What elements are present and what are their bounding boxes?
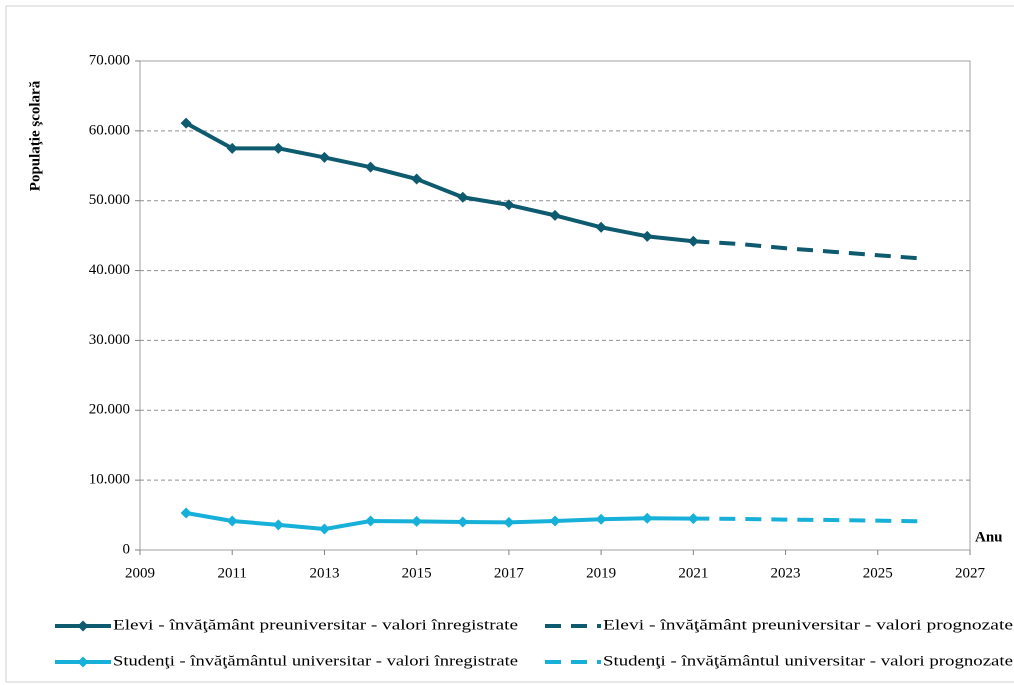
x-tick-label: 2009 xyxy=(125,565,155,581)
y-tick-label: 40.000 xyxy=(89,262,130,278)
series-line xyxy=(693,239,925,261)
series-line xyxy=(185,121,694,244)
chart-frame xyxy=(5,5,1014,683)
x-tick-label: 2025 xyxy=(863,565,893,581)
point xyxy=(549,515,561,527)
legend-marker xyxy=(77,656,89,668)
series-line xyxy=(693,516,924,524)
point xyxy=(411,173,423,185)
point xyxy=(595,513,607,525)
x-tick-label: 2013 xyxy=(309,565,339,581)
point xyxy=(595,221,607,233)
legend-item: Studenţi - învăţământul universitar - va… xyxy=(545,653,1013,669)
point xyxy=(503,516,515,528)
point xyxy=(180,117,192,129)
point xyxy=(272,519,284,531)
x-axis-title: Anu xyxy=(975,529,1003,545)
y-tick-label: 10.000 xyxy=(89,472,130,488)
x-tick-label: 2011 xyxy=(217,565,246,581)
point xyxy=(180,507,192,519)
y-axis-title: Populaţie şcolară xyxy=(27,80,43,191)
legend-label: Elevi - învăţământ preuniversitar - valo… xyxy=(603,617,1013,633)
point xyxy=(365,515,377,527)
point xyxy=(272,142,284,154)
point xyxy=(226,515,238,527)
legend-marker xyxy=(77,620,89,632)
legend-item: Elevi - învăţământ preuniversitar - valo… xyxy=(55,617,518,633)
y-tick-label: 30.000 xyxy=(89,332,130,348)
point xyxy=(411,515,423,527)
point xyxy=(457,191,469,203)
legend-label: Studenţi - învăţământul universitar - va… xyxy=(603,653,1013,669)
y-tick-label: 0 xyxy=(123,541,131,557)
point xyxy=(641,230,653,242)
y-tick-label: 20.000 xyxy=(89,402,130,418)
plot-frame xyxy=(139,60,971,551)
y-tick-label: 60.000 xyxy=(89,122,130,138)
y-tick-label: 70.000 xyxy=(89,52,130,68)
series-line xyxy=(185,511,694,532)
point xyxy=(318,151,330,163)
point xyxy=(503,199,515,211)
x-tick-label: 2027 xyxy=(955,565,986,581)
x-tick-label: 2021 xyxy=(678,565,708,581)
point xyxy=(549,209,561,221)
point xyxy=(457,516,469,528)
point xyxy=(226,142,238,154)
legend-item: Elevi - învăţământ preuniversitar - valo… xyxy=(545,617,1013,633)
legend-label: Studenţi - învăţământul universitar - va… xyxy=(113,653,518,669)
x-tick-label: 2019 xyxy=(586,565,616,581)
x-tick-label: 2015 xyxy=(402,565,432,581)
legend-item: Studenţi - învăţământul universitar - va… xyxy=(55,653,518,669)
point xyxy=(641,512,653,524)
x-tick-label: 2023 xyxy=(771,565,801,581)
x-tick-label: 2017 xyxy=(494,565,525,581)
point xyxy=(365,161,377,173)
y-tick-label: 50.000 xyxy=(89,192,130,208)
point xyxy=(318,523,330,535)
legend-label: Elevi - învăţământ preuniversitar - valo… xyxy=(113,617,518,633)
